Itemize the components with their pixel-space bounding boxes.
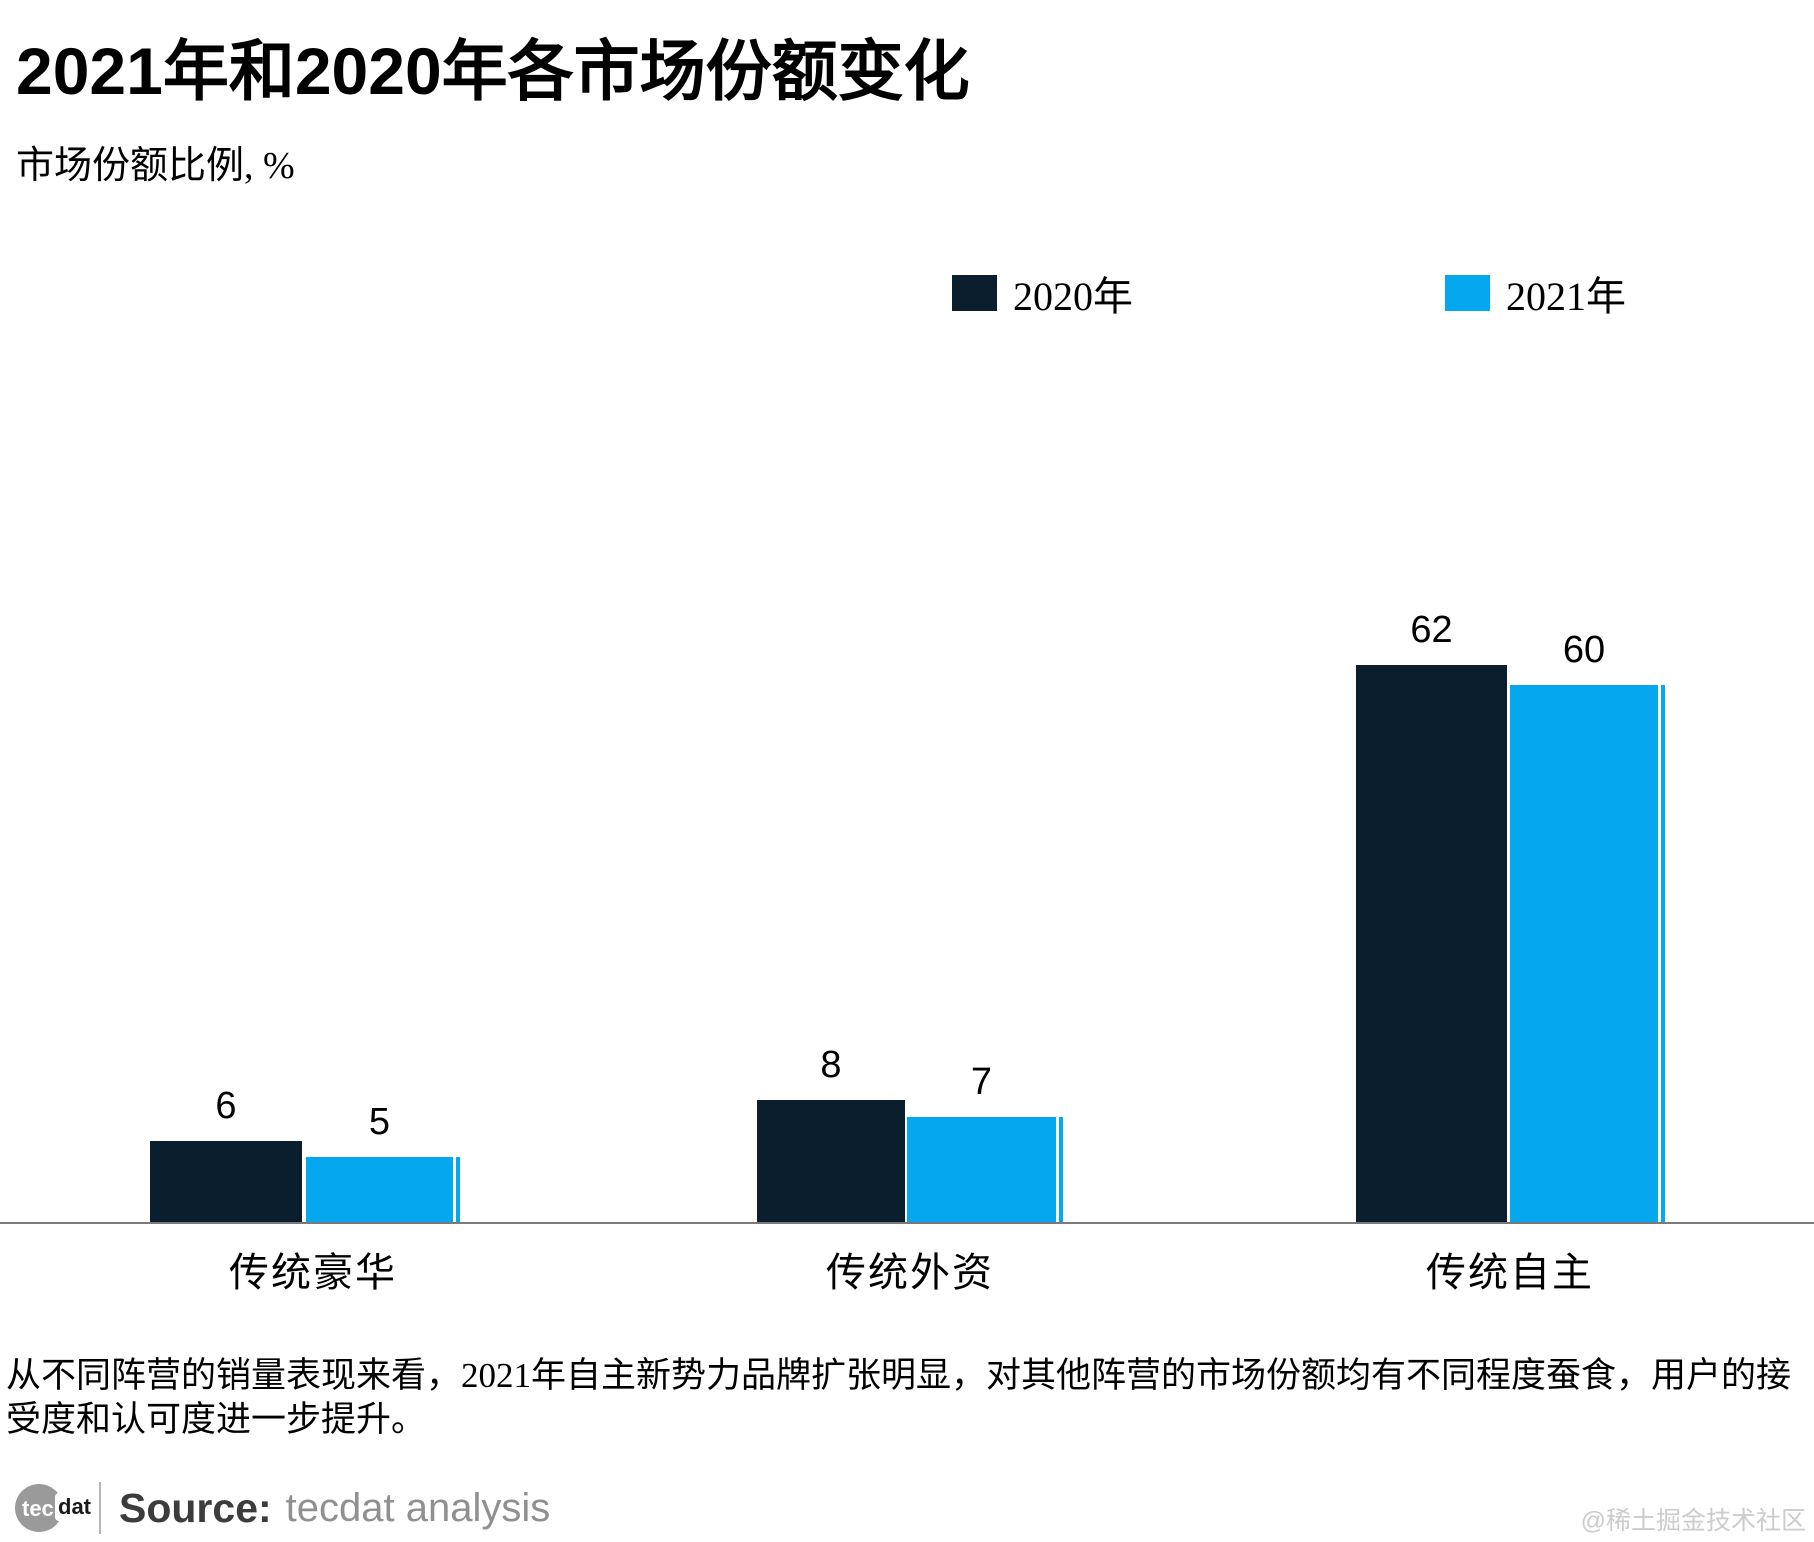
- footer-divider: [99, 1482, 101, 1534]
- value-label-2020年-传统豪华: 6: [215, 1085, 237, 1127]
- legend-item-2020: 2020年: [952, 264, 1133, 322]
- value-label-2021年-传统自主: 60: [1562, 629, 1606, 671]
- legend-label-2021: 2021年: [1506, 274, 1626, 319]
- value-label-2020年-传统外资: 8: [820, 1044, 842, 1086]
- bar-2021年-传统豪华: [306, 1157, 460, 1222]
- bar-2020年-传统自主: [1356, 665, 1507, 1222]
- bar-edge-strip: [1059, 1117, 1063, 1222]
- legend-item-2021: 2021年: [1445, 264, 1626, 322]
- bar-edge-strip: [1661, 685, 1665, 1222]
- source-footer: tec dat Source: tecdat analysis: [15, 1480, 550, 1536]
- watermark: @稀土掘金技术社区: [1580, 1507, 1806, 1535]
- value-label-2021年-传统外资: 7: [970, 1061, 993, 1103]
- category-label-传统豪华: 传统豪华: [229, 1250, 397, 1295]
- analysis-note: 从不同阵营的销量表现来看，2021年自主新势力品牌扩张明显，对其他阵营的市场份额…: [6, 1356, 1792, 1439]
- legend-label-2020: 2020年: [1013, 274, 1133, 319]
- bar-edge-strip: [456, 1157, 460, 1222]
- source-value: tecdat analysis: [285, 1485, 551, 1530]
- x-axis-line: [0, 1222, 1814, 1224]
- bar-2021年-传统自主: [1510, 685, 1665, 1222]
- bar-2021年-传统外资: [907, 1117, 1063, 1222]
- chart-subtitle: 市场份额比例, %: [16, 145, 295, 187]
- legend-swatch-2020: [952, 275, 997, 311]
- chart-title: 2021年和2020年各市场份额变化: [16, 34, 970, 108]
- tecdat-logo: tec dat: [15, 1481, 99, 1535]
- tecdat-logo-dat: dat: [55, 1493, 94, 1521]
- legend-swatch-2021: [1445, 275, 1490, 311]
- value-label-2021年-传统豪华: 5: [368, 1101, 391, 1143]
- value-label-2020年-传统自主: 62: [1410, 609, 1453, 651]
- category-label-传统自主: 传统自主: [1426, 1250, 1594, 1295]
- tecdat-logo-tec: tec: [22, 1496, 54, 1521]
- source-label: Source:: [119, 1484, 272, 1531]
- bar-2020年-传统外资: [757, 1100, 905, 1222]
- bar-2020年-传统豪华: [150, 1141, 302, 1222]
- category-label-传统外资: 传统外资: [826, 1250, 994, 1295]
